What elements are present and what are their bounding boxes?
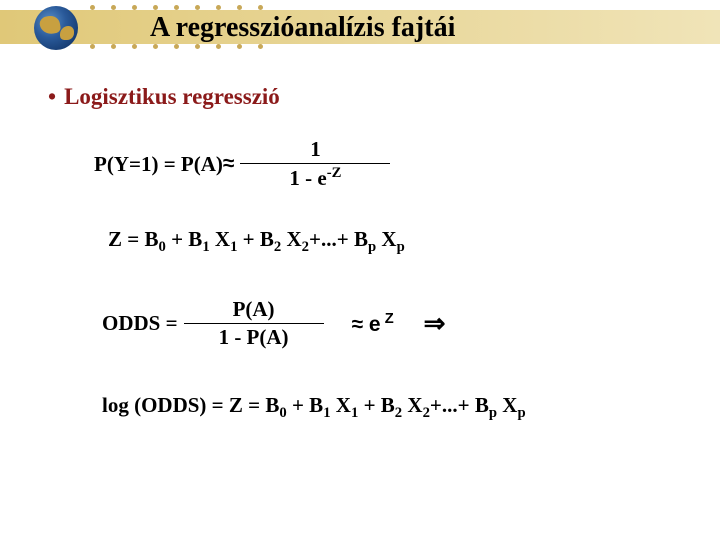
z-equation: Z = B0 + B1 X1 + B2 X2+...+ Bp Xp xyxy=(108,227,680,256)
title-bar: A regresszióanalízis fajtái xyxy=(0,0,720,56)
slide-title: A regresszióanalízis fajtái xyxy=(150,12,455,44)
decorative-dots-bottom xyxy=(90,44,263,49)
formula1-lhs: P(Y=1) = P(A) xyxy=(94,152,223,177)
fraction-1-num: 1 xyxy=(304,136,327,163)
fraction-2-num: P(A) xyxy=(227,296,281,323)
probability-formula: P(Y=1) = P(A) ≈ 1 1 - e-Z xyxy=(94,136,680,193)
fraction-2-den: 1 - P(A) xyxy=(213,324,295,351)
bullet-marker: • xyxy=(48,85,56,108)
fraction-2: P(A) 1 - P(A) xyxy=(184,296,324,352)
log-odds-equation: log (ODDS) = Z = B0 + B1 X1 + B2 X2+...+… xyxy=(102,393,680,422)
bullet-item: • Logisztikus regresszió xyxy=(48,84,680,110)
fraction-1-den: 1 - e-Z xyxy=(283,164,347,192)
bullet-text: Logisztikus regresszió xyxy=(64,84,280,110)
odds-approx: ≈ e Z xyxy=(352,311,394,337)
slide-content: • Logisztikus regresszió P(Y=1) = P(A) ≈… xyxy=(0,56,720,423)
odds-lhs: ODDS = xyxy=(102,311,178,336)
odds-formula: ODDS = P(A) 1 - P(A) ≈ e Z ⇒ xyxy=(102,296,680,352)
globe-icon xyxy=(34,6,78,50)
fraction-1: 1 1 - e-Z xyxy=(240,136,390,193)
implies-symbol: ⇒ xyxy=(424,309,446,339)
approx-symbol: ≈ xyxy=(223,152,235,176)
decorative-dots-top xyxy=(90,5,263,10)
